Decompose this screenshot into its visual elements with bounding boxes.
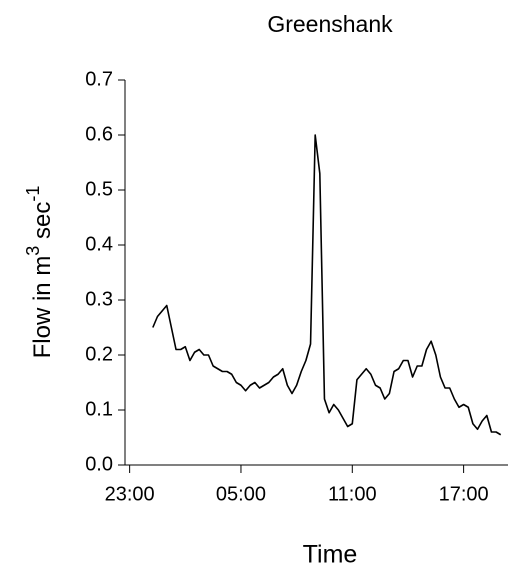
x-tick-label: 17:00 bbox=[439, 483, 489, 505]
line-series bbox=[152, 134, 502, 436]
y-label-sup: 3 bbox=[23, 246, 43, 256]
y-label-part: sec bbox=[29, 202, 56, 246]
x-tick-label: 11:00 bbox=[328, 483, 377, 505]
y-tick-label: 0.1 bbox=[85, 398, 113, 420]
x-tick-label: 05:00 bbox=[216, 483, 266, 505]
y-label-part: Flow in m bbox=[29, 256, 56, 359]
y-tick-label: 0.6 bbox=[85, 123, 113, 145]
y-tick-label: 0.2 bbox=[85, 343, 113, 365]
x-axis-label: Time bbox=[303, 541, 358, 569]
chart-title: Greenshank bbox=[267, 11, 393, 37]
y-label-sup: -1 bbox=[23, 186, 43, 202]
x-tick-label: 23:00 bbox=[105, 483, 155, 505]
y-tick-label: 0.7 bbox=[85, 68, 113, 90]
y-axis-label: Flow in m3 sec-1 bbox=[23, 186, 57, 359]
y-tick-label: 0.4 bbox=[85, 233, 113, 255]
y-tick-label: 0.3 bbox=[85, 288, 113, 310]
y-tick-label: 0.5 bbox=[85, 178, 113, 200]
y-tick-label: 0.0 bbox=[85, 453, 113, 475]
